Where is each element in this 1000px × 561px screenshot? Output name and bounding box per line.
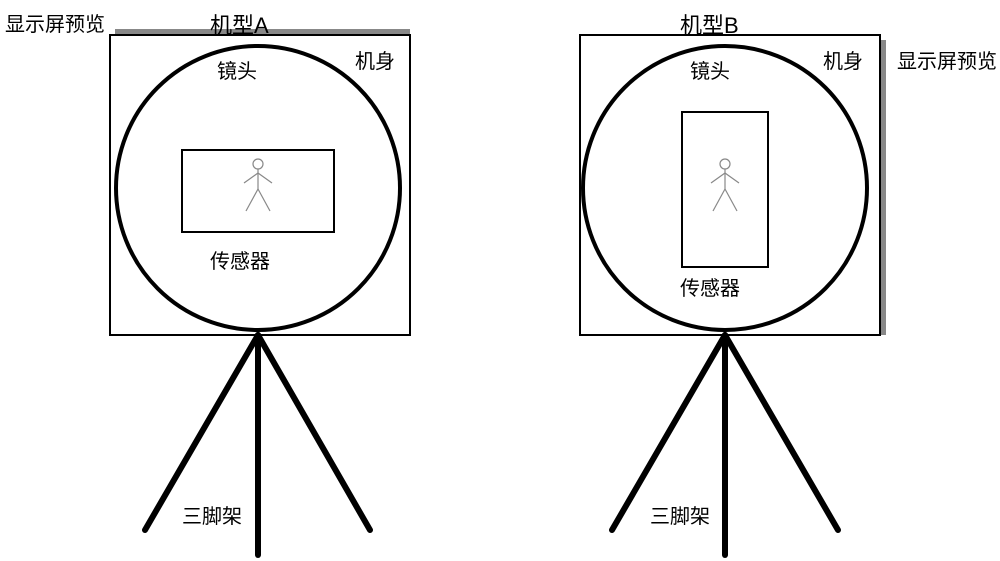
label-body-a: 机身 xyxy=(355,45,395,74)
label-model-b: 机型B xyxy=(680,8,739,40)
label-sensor-b: 传感器 xyxy=(680,272,740,301)
camera-diagram xyxy=(0,0,1000,561)
label-display-preview-b: 显示屏预览 xyxy=(897,45,997,74)
label-model-a: 机型A xyxy=(210,8,269,40)
label-tripod-b: 三脚架 xyxy=(650,500,710,529)
label-body-b: 机身 xyxy=(823,45,863,74)
label-tripod-a: 三脚架 xyxy=(182,500,242,529)
label-display-preview-a: 显示屏预览 xyxy=(5,8,105,37)
label-sensor-a: 传感器 xyxy=(210,245,270,274)
label-lens-a: 镜头 xyxy=(217,55,257,84)
label-lens-b: 镜头 xyxy=(690,55,730,84)
